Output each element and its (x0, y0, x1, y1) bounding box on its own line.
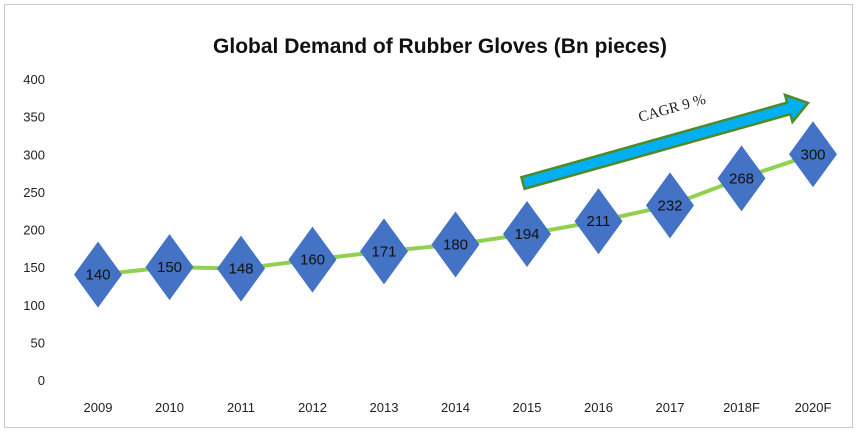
x-tick-label: 2010 (155, 400, 184, 415)
x-tick-label: 2014 (441, 400, 470, 415)
data-label: 211 (587, 213, 611, 230)
y-tick-label: 200 (23, 223, 45, 238)
x-tick-label: 2009 (84, 400, 113, 415)
data-label: 180 (443, 237, 468, 254)
x-tick-label: 2016 (584, 400, 613, 415)
x-tick-label: 2012 (298, 400, 327, 415)
x-tick-label: 2011 (227, 400, 255, 415)
y-tick-label: 300 (23, 147, 45, 162)
data-label: 171 (371, 243, 396, 260)
cagr-annotation: CAGR 9 % (637, 92, 708, 126)
data-label: 194 (514, 226, 539, 243)
y-tick-label: 150 (23, 260, 45, 275)
chart-title: Global Demand of Rubber Gloves (Bn piece… (213, 35, 667, 58)
x-tick-label: 2015 (513, 400, 542, 415)
data-label: 300 (800, 146, 825, 163)
data-label: 150 (157, 259, 182, 276)
y-tick-label: 350 (23, 110, 45, 125)
data-label: 160 (300, 252, 325, 269)
x-axis: 2009 2010 2011 2012 2013 2014 2015 2016 2017 2018… (84, 400, 832, 415)
series-demand: 140 150 148 160 171 180 194 211 232 268 300 (74, 121, 837, 307)
x-tick-label: 2020F (795, 400, 832, 415)
y-axis: 0 50 100 150 200 250 300 350 400 (23, 72, 45, 388)
data-label: 140 (85, 267, 110, 284)
x-tick-label: 2017 (656, 400, 685, 415)
data-label: 232 (657, 197, 682, 214)
x-tick-label: 2018F (723, 400, 760, 415)
data-label: 148 (228, 261, 253, 278)
data-label: 268 (729, 170, 754, 187)
y-tick-label: 50 (31, 335, 45, 350)
x-tick-label: 2013 (370, 400, 399, 415)
cagr-arrow-group: CAGR 9 % (521, 92, 808, 189)
y-tick-label: 250 (23, 185, 45, 200)
y-tick-label: 0 (38, 373, 45, 388)
y-tick-label: 100 (23, 298, 45, 313)
y-tick-label: 400 (23, 72, 45, 87)
